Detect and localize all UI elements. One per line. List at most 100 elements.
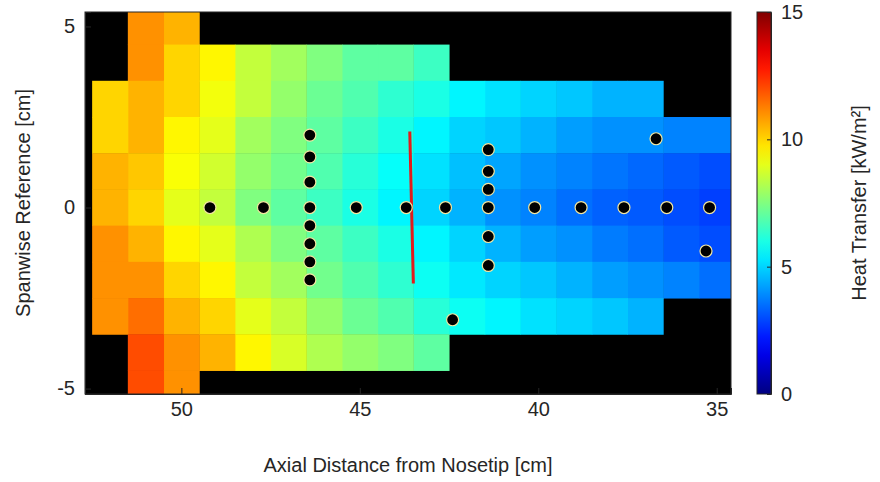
heat-cell <box>128 298 164 335</box>
heat-cell <box>627 153 663 190</box>
heat-cell <box>199 153 235 190</box>
heat-cell <box>164 370 200 394</box>
heat-cell <box>199 298 235 335</box>
heat-cell <box>449 226 485 263</box>
heat-cell <box>164 45 200 82</box>
heat-cell <box>342 334 378 371</box>
heat-cell <box>199 189 235 226</box>
x-axis: 50454035 <box>86 388 732 420</box>
heat-cell <box>520 153 556 190</box>
heat-cell <box>663 226 699 263</box>
tick-mark <box>85 208 91 209</box>
heat-cell <box>271 298 307 335</box>
tick-mark <box>767 394 771 395</box>
sensor <box>704 202 716 214</box>
heat-cell <box>235 298 271 335</box>
heat-cell <box>235 45 271 82</box>
heat-cell <box>199 81 235 118</box>
sensor <box>482 202 494 214</box>
sensor <box>482 144 494 156</box>
sensor <box>661 202 673 214</box>
heat-cell <box>92 81 128 118</box>
heat-cell <box>235 153 271 190</box>
sensor <box>304 274 316 286</box>
heat-cell <box>199 262 235 299</box>
heat-cell <box>271 226 307 263</box>
sensor <box>257 202 269 214</box>
heat-cell <box>378 226 414 263</box>
tick: 5 <box>767 256 792 278</box>
heat-cell <box>164 81 200 118</box>
y-axis: 5 0 -5 <box>57 13 91 400</box>
heat-cell <box>164 117 200 154</box>
tick-label: 0 <box>64 196 75 218</box>
heat-cell <box>663 262 699 299</box>
sensor <box>304 238 316 250</box>
heat-cell <box>413 81 449 118</box>
heat-cell <box>164 334 200 371</box>
heat-cell <box>485 81 521 118</box>
heat-cell <box>92 153 128 190</box>
heat-cell <box>342 117 378 154</box>
heat-cell <box>378 189 414 226</box>
heat-cell <box>556 81 592 118</box>
heat-cell <box>520 226 556 263</box>
heat-cell <box>378 81 414 118</box>
axis-line <box>86 13 92 395</box>
tick: 50 <box>171 388 193 420</box>
tick-label: -5 <box>57 377 75 399</box>
heat-cell <box>699 153 731 190</box>
heat-cell <box>699 189 731 226</box>
heat-cell <box>128 153 164 190</box>
heat-cell <box>592 262 628 299</box>
heat-cell <box>520 298 556 335</box>
heat-cell <box>413 45 449 82</box>
heat-cell <box>449 189 485 226</box>
heat-cell <box>592 81 628 118</box>
heat-cell <box>92 226 128 263</box>
heat-cell <box>92 189 128 226</box>
tick-mark <box>181 388 182 394</box>
tick-mark <box>538 388 539 394</box>
tick: 35 <box>706 388 728 420</box>
heat-cell <box>663 153 699 190</box>
tick: 0 <box>767 383 792 405</box>
heat-cell <box>199 117 235 154</box>
heat-cell <box>271 262 307 299</box>
sensor <box>304 176 316 188</box>
heat-cell <box>271 117 307 154</box>
sensor <box>482 230 494 242</box>
heat-cell <box>592 226 628 263</box>
heat-cell <box>556 153 592 190</box>
heat-cell <box>342 81 378 118</box>
heat-cell <box>92 117 128 154</box>
heat-cell <box>378 298 414 335</box>
heat-cell <box>342 298 378 335</box>
heat-cell <box>306 298 342 335</box>
tick-mark <box>767 12 771 13</box>
heat-cell <box>592 298 628 335</box>
tick: 5 <box>64 15 91 37</box>
heat-cell <box>235 262 271 299</box>
sensor <box>447 314 459 326</box>
tick-mark <box>360 388 361 394</box>
colorbar-axis: 051015 <box>767 1 803 405</box>
heat-cell <box>627 81 663 118</box>
tick: 0 <box>64 196 91 218</box>
heatmap-cells <box>92 12 731 394</box>
heat-cell <box>306 81 342 118</box>
sensor <box>575 202 587 214</box>
heat-cell <box>627 189 663 226</box>
chart: 5045403550-5Axial Distance from Nosetip … <box>0 0 880 482</box>
heat-cell <box>235 81 271 118</box>
heat-cell <box>520 189 556 226</box>
x-axis-title: Axial Distance from Nosetip [cm] <box>264 454 553 476</box>
heat-cell <box>235 334 271 371</box>
heat-cell <box>342 45 378 82</box>
heat-cell <box>271 81 307 118</box>
tick-label: 0 <box>781 383 792 405</box>
heat-cell <box>378 262 414 299</box>
sensor <box>304 151 316 163</box>
tick-mark <box>767 267 771 268</box>
heat-cell <box>449 81 485 118</box>
